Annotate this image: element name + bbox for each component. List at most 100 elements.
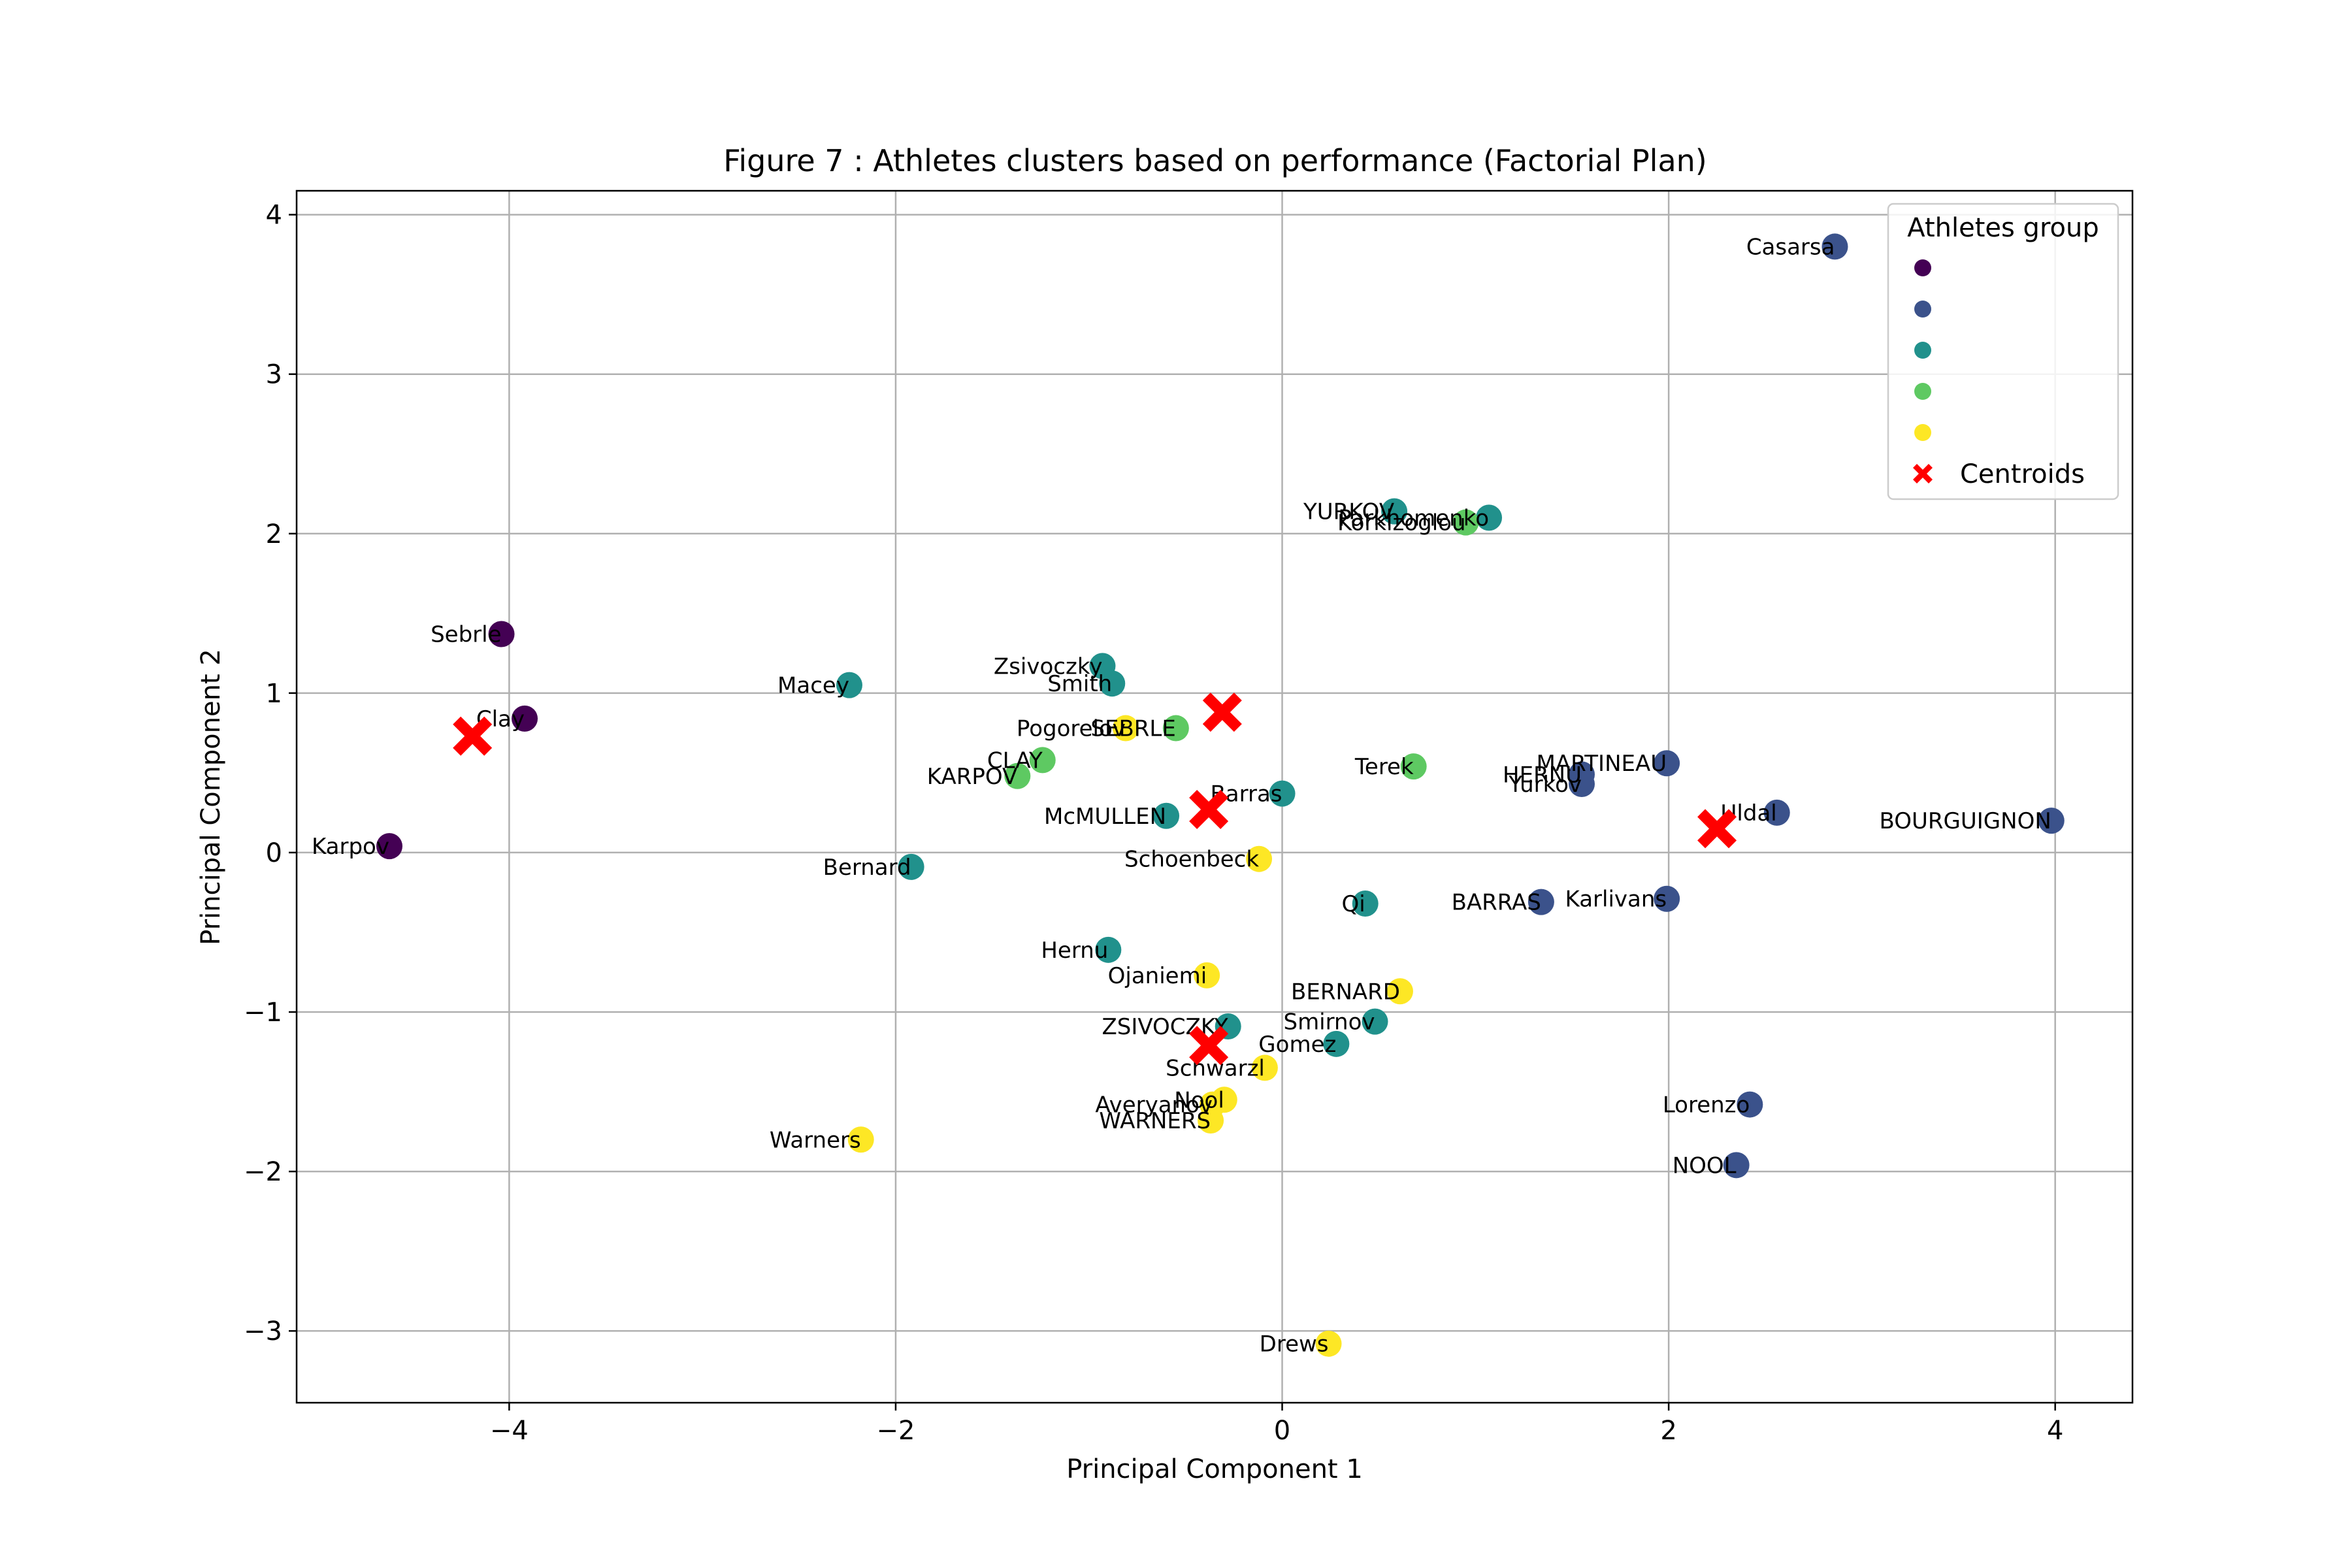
legend-marker [1914, 383, 1931, 400]
x-tick-label: −2 [876, 1416, 915, 1446]
athlete-point [512, 705, 538, 732]
athlete-label: Karpov [312, 834, 389, 860]
y-tick-label: 3 [266, 360, 282, 390]
athlete-point [1362, 1008, 1388, 1035]
y-tick-label: 0 [266, 838, 282, 868]
athlete-label: Warners [770, 1127, 861, 1153]
athlete-point [847, 1126, 874, 1153]
legend-marker [1914, 259, 1931, 276]
plot-frame [295, 189, 2134, 1404]
legend-title: Athletes group [1907, 213, 2099, 243]
centroid-marker [1189, 1026, 1229, 1066]
athlete-point [1112, 715, 1139, 742]
athlete-point [1352, 890, 1379, 917]
y-tick-label: 2 [266, 519, 282, 549]
athlete-label: Casarsa [1746, 234, 1835, 260]
athlete-point [488, 621, 515, 647]
athlete-label: CLAY [987, 747, 1043, 774]
athlete-label: Schoenbeck [1124, 847, 1259, 873]
athlete-point [1569, 770, 1595, 797]
centroid-marker [1189, 790, 1229, 830]
axis-ticks: −4 −2 0 2 4 −3 −2 −1 0 1 2 3 4 [244, 201, 2063, 1446]
legend-entries: Centroids [1913, 259, 2085, 489]
athlete-label: Qi [1341, 891, 1365, 917]
legend-box [1887, 203, 2119, 500]
point-labels: SebrleClayKarpovCasarsaMARTINEAUHERNUYur… [312, 234, 2051, 1357]
x-axis-title: Principal Component 1 [1066, 1454, 1363, 1484]
athlete-label: YURKOV [1303, 499, 1394, 525]
athlete-label: NOOL [1673, 1152, 1737, 1179]
athlete-label: Averyanov [1095, 1092, 1213, 1119]
centroid-markers [453, 693, 1737, 1066]
athlete-label: BOURGUIGNON [1880, 808, 2051, 834]
y-axis-title: Principal Component 2 [196, 649, 226, 945]
athlete-label: Pogorelov [1017, 716, 1126, 742]
athlete-point [1095, 936, 1122, 963]
legend-marker [1914, 301, 1931, 318]
athlete-label: Ojaniemi [1108, 963, 1207, 989]
x-tick-label: 0 [1274, 1416, 1290, 1446]
athlete-label: Drews [1260, 1331, 1329, 1358]
y-tick-label: −2 [244, 1157, 282, 1187]
data-points [376, 233, 2065, 1357]
athlete-label: Smirnov [1283, 1009, 1375, 1036]
athlete-point [1381, 498, 1408, 525]
athlete-point [836, 672, 862, 698]
y-tick-label: 1 [266, 679, 282, 709]
athlete-label: BARRAS [1452, 890, 1541, 916]
athlete-point [1386, 978, 1413, 1005]
athlete-point [1476, 504, 1503, 531]
athlete-point [1315, 1330, 1342, 1357]
athlete-label: Terek [1354, 754, 1414, 780]
athlete-point [1099, 670, 1126, 697]
legend-marker-centroid [1913, 464, 1933, 483]
athlete-point [1029, 747, 1056, 774]
athlete-label: ZSIVOCZKY [1102, 1014, 1228, 1040]
athlete-point [2038, 808, 2065, 834]
athlete-point [1737, 1091, 1763, 1118]
athlete-point [1400, 753, 1427, 780]
athlete-point [1153, 802, 1180, 829]
athlete-point [1246, 845, 1273, 872]
x-tick-label: −4 [490, 1416, 529, 1446]
athlete-label: HERNU [1503, 762, 1582, 788]
athlete-label: Hernu [1041, 938, 1108, 964]
athlete-label: KARPOV [927, 764, 1018, 790]
athlete-label: Macey [777, 673, 849, 699]
centroid-marker [1202, 693, 1242, 732]
athlete-point [1723, 1152, 1750, 1179]
athlete-point [1269, 780, 1296, 807]
athlete-label: SEBRLE [1090, 716, 1175, 742]
athlete-point [1004, 762, 1031, 789]
athlete-point [1251, 1054, 1278, 1081]
athlete-label: Karlivans [1565, 887, 1667, 913]
legend-label: Centroids [1960, 459, 2085, 489]
legend-marker [1914, 424, 1931, 441]
legend-marker [1914, 342, 1931, 359]
centroid-marker [453, 716, 493, 756]
athlete-label: Sebrle [431, 622, 501, 648]
athlete-point [1527, 889, 1554, 915]
athlete-label: Zsivoczky [994, 653, 1103, 679]
athlete-point [1323, 1030, 1350, 1057]
athlete-point [1763, 799, 1790, 826]
athlete-label: Gomez [1258, 1032, 1336, 1058]
athlete-point [1162, 715, 1189, 742]
y-tick-label: −1 [244, 998, 282, 1028]
athlete-point [898, 853, 924, 880]
athlete-label: Smith [1047, 671, 1112, 697]
athlete-label: McMULLEN [1044, 804, 1166, 830]
athlete-point [376, 833, 402, 860]
athlete-label: Yurkov [1508, 772, 1582, 798]
athlete-label: Korkizoglou [1337, 510, 1466, 536]
athlete-label: Nool [1174, 1087, 1224, 1113]
athlete-point [1654, 885, 1680, 912]
x-tick-label: 2 [1660, 1416, 1676, 1446]
athlete-label: BERNARD [1291, 979, 1400, 1005]
athlete-label: MARTINEAU [1537, 751, 1667, 777]
x-tick-label: 4 [2047, 1416, 2063, 1446]
athlete-label: Lorenzo [1663, 1092, 1750, 1119]
athlete-label: WARNERS [1099, 1108, 1211, 1134]
athlete-point [1194, 962, 1220, 988]
